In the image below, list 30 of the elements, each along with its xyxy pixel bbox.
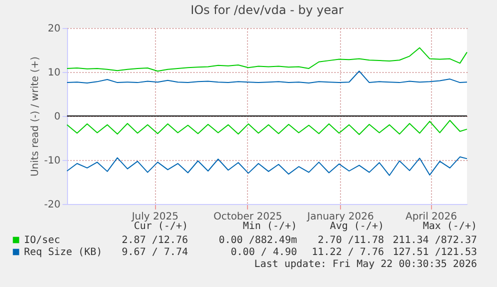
y-tick-label: -10 <box>44 156 60 166</box>
legend-label: IO/sec <box>24 235 60 246</box>
y-tick-label: 20 <box>48 24 60 34</box>
y-tick-label: 0 <box>54 112 60 122</box>
line-series <box>66 47 468 72</box>
text: Min (-/+) <box>242 221 297 232</box>
y-tick-label: 10 <box>48 68 60 78</box>
text: 127.51 /121.53 <box>392 247 477 258</box>
text: 11.22 / 7.76 <box>312 247 384 258</box>
text: 0.00 /882.49m <box>218 235 297 246</box>
x-tick-label: April 2026 <box>405 212 457 222</box>
text: 2.87 /12.76 <box>122 235 188 246</box>
text: 9.67 / 7.74 <box>122 247 188 258</box>
line-series <box>66 120 468 135</box>
legend-label: Req Size (KB) <box>24 247 102 258</box>
y-tick-label: -20 <box>44 200 60 210</box>
y-axis-title: Units read (-) / write (+) <box>30 56 42 177</box>
line-series <box>66 70 468 84</box>
text: 0.00 / 4.90 <box>230 247 297 258</box>
x-tick-label: July 2025 <box>130 212 178 222</box>
x-tick-label: October 2025 <box>214 212 282 222</box>
text: 2.70 /11.78 <box>318 235 384 246</box>
text: Last update: Fri May 22 00:30:35 2026 <box>254 259 477 270</box>
text: Cur (-/+) <box>134 221 188 232</box>
text: Max (-/+) <box>422 221 477 232</box>
text: 211.34 /872.37 <box>392 235 477 246</box>
line-series <box>66 156 468 176</box>
chart-title: IOs for /dev/vda - by year <box>190 3 344 17</box>
text: Avg (-/+) <box>330 221 384 232</box>
x-tick-label: January 2026 <box>306 212 374 222</box>
